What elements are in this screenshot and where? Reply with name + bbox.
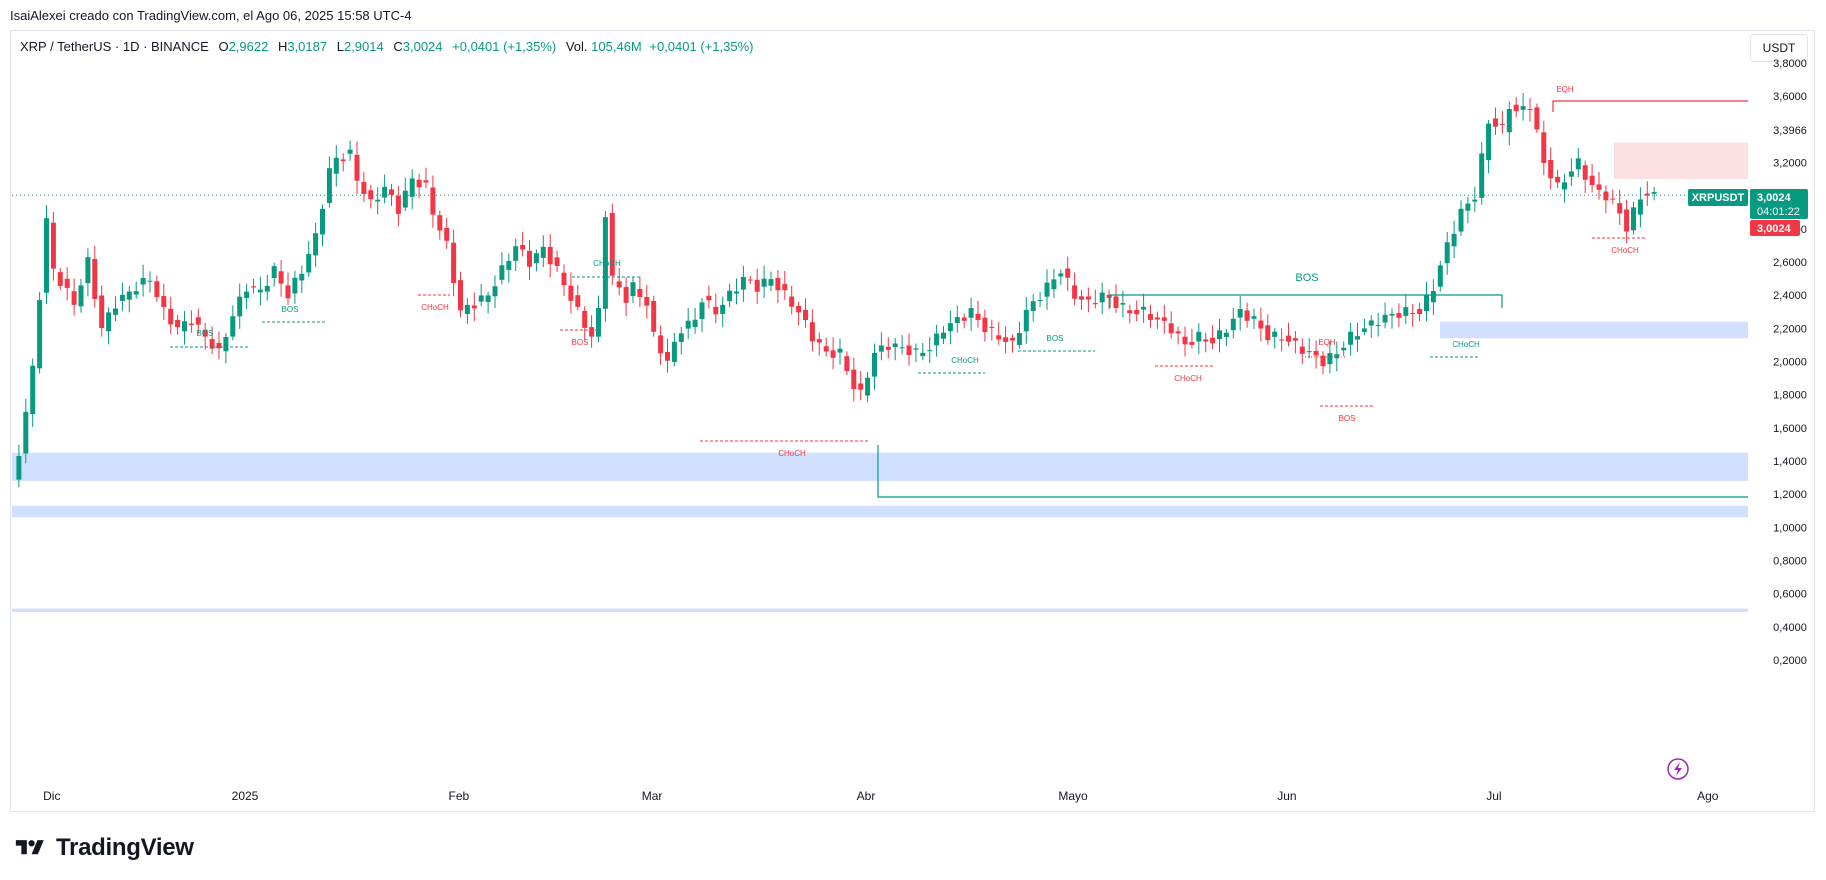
open-value: 2,9622 <box>228 39 269 54</box>
high-value: 3,0187 <box>287 39 328 54</box>
chart-pane[interactable] <box>10 30 1815 812</box>
tradingview-wordmark: TradingView <box>56 834 194 861</box>
volume-label: Vol. <box>565 39 588 54</box>
low-label: L <box>336 39 344 54</box>
currency-unit-button[interactable]: USDT <box>1750 34 1808 62</box>
high-label: H <box>277 39 288 54</box>
volume-change: +0,0401 (+1,35%) <box>649 39 754 54</box>
chart-author-caption: IsaiAlexei creado con TradingView.com, e… <box>10 8 412 23</box>
tradingview-logo[interactable]: TradingView <box>12 834 194 862</box>
open-label: O <box>218 39 229 54</box>
volume-value: 105,46M <box>591 39 642 54</box>
change-value: +0,0401 (+1,35%) <box>452 39 557 54</box>
close-value: 3,0024 <box>402 39 443 54</box>
symbol-legend: XRP / TetherUS · 1D · BINANCE O2,9622 H3… <box>20 39 753 54</box>
close-label: C <box>393 39 403 54</box>
symbol-title[interactable]: XRP / TetherUS · 1D · BINANCE <box>20 39 209 54</box>
tradingview-logo-icon <box>15 840 44 855</box>
low-value: 2,9014 <box>343 39 384 54</box>
